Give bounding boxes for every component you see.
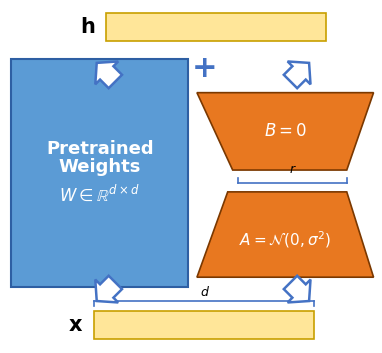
Text: Pretrained: Pretrained [46, 140, 154, 158]
Bar [94, 311, 314, 339]
Text: h: h [80, 17, 95, 37]
Text: r: r [290, 163, 295, 176]
Polygon shape [284, 276, 311, 303]
Text: d: d [200, 286, 208, 299]
Polygon shape [197, 93, 374, 170]
Polygon shape [95, 276, 122, 303]
Text: +: + [192, 54, 218, 83]
Text: $W \in \mathbb{R}^{d\times d}$: $W \in \mathbb{R}^{d\times d}$ [59, 185, 140, 205]
Text: $A = \mathcal{N}(0,\sigma^2)$: $A = \mathcal{N}(0,\sigma^2)$ [239, 229, 331, 250]
Text: x: x [69, 315, 83, 335]
Text: $B = 0$: $B = 0$ [264, 122, 307, 140]
Text: Weights: Weights [58, 158, 141, 176]
Polygon shape [197, 192, 374, 277]
Polygon shape [95, 61, 122, 88]
Polygon shape [284, 61, 311, 88]
Bar [106, 13, 326, 41]
Bar [11, 59, 188, 287]
